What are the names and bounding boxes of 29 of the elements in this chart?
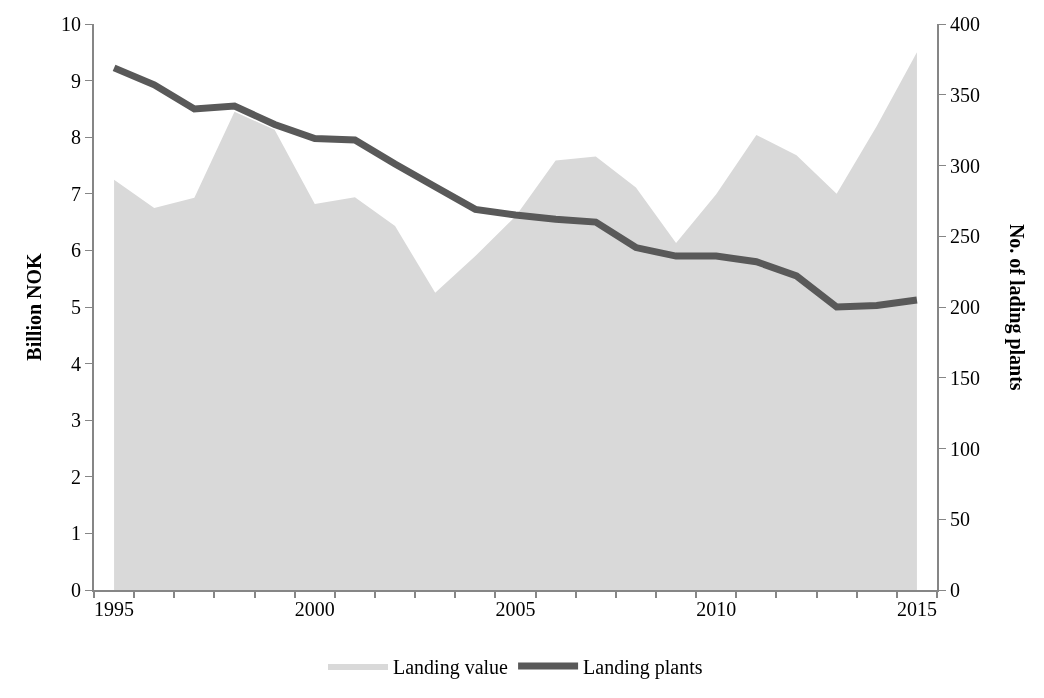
y2-tick-label: 200	[950, 296, 980, 318]
y2-tick-label: 150	[950, 366, 980, 389]
x-tick-label: 2000	[294, 598, 335, 620]
y2-tick-label: 350	[950, 83, 980, 106]
y-tick-label: 2	[71, 465, 81, 488]
y-axis-title: Billion NOK	[23, 252, 45, 361]
y-tick-label: 10	[61, 13, 81, 35]
y2-tick-label: 50	[950, 508, 970, 531]
y2-tick-label: 100	[950, 437, 980, 460]
y2-tick-label: 250	[950, 225, 980, 248]
y-tick-label: 6	[71, 239, 81, 262]
x-tick-label: 2015	[896, 598, 937, 620]
y-tick-label: 5	[71, 296, 81, 318]
y-tick-label: 7	[71, 182, 81, 205]
legend-label: Landing plants	[583, 655, 703, 679]
x-tick-label: 1995	[94, 598, 135, 620]
legend-label: Landing value	[393, 655, 509, 679]
y-tick-label: 4	[71, 352, 81, 375]
y2-tick-label: 300	[950, 154, 980, 177]
y2-tick-label: 0	[950, 579, 960, 601]
y-tick-label: 9	[71, 69, 81, 92]
x-tick-label: 2010	[696, 598, 737, 620]
y2-tick-label: 400	[950, 13, 980, 35]
y-tick-label: 0	[71, 579, 81, 601]
y-tick-label: 1	[71, 522, 81, 545]
y2-axis-title: No. of lading plants	[1005, 223, 1029, 391]
x-tick-label: 2005	[495, 598, 536, 620]
y-tick-label: 8	[71, 126, 81, 149]
y-tick-label: 3	[71, 409, 81, 432]
